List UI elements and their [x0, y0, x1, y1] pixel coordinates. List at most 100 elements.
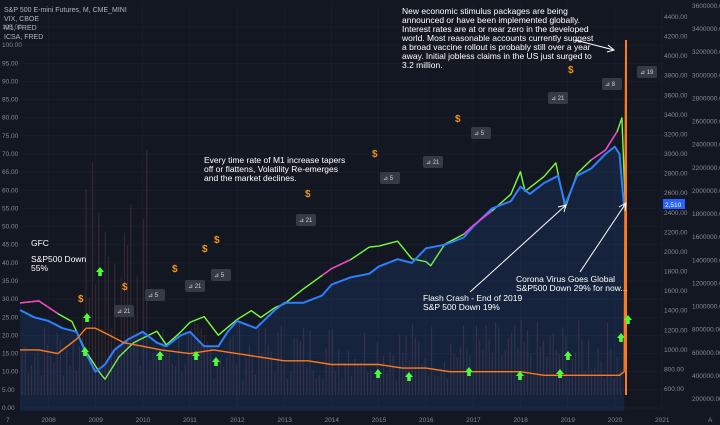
left-tick-label: 5.00 — [2, 387, 15, 394]
right-tick-label: 3400.00 — [664, 112, 688, 119]
left-tick-label: 95.00 — [2, 60, 19, 67]
annotation-corona-line: Corona Virus Goes Global — [516, 274, 615, 284]
up-arrow-marker — [404, 372, 413, 381]
time-axis-panel — [0, 412, 720, 425]
badge-label: ⊿ 21 — [188, 284, 202, 290]
annotation-arrows — [469, 39, 627, 293]
left-price-axis[interactable]: 105.00 100.00 95.00 90.00 85.00 80.00 75.00 70.… — [2, 24, 22, 412]
indicator-badge: ⊿ 5 — [471, 127, 491, 139]
time-tick-label: 2018 — [513, 417, 528, 424]
arrow-corona-head — [618, 202, 627, 212]
icsa-bars — [21, 40, 627, 395]
indicator-badge: ⊿ 5 — [211, 269, 231, 281]
indicator-badge: ⊿ 19 — [637, 66, 657, 78]
legend-spx: S&P 500 E-mini Futures, M, CME_MINI — [4, 7, 127, 14]
left-tick-label: 85.00 — [2, 97, 19, 104]
annotation-stimulus-line: away. Initial jobless claims in the US j… — [402, 51, 592, 61]
spx-highlight — [321, 259, 351, 276]
left-tick-label: 80.00 — [2, 115, 19, 122]
vix-area — [20, 146, 625, 411]
annotation-stimulus-line: 3.2 million. — [402, 60, 443, 70]
up-arrow-marker — [192, 351, 200, 360]
annotation-stimulus-line: a broad vaccine rollout is probably stil… — [402, 42, 591, 52]
time-axis[interactable]: 2008 2009 2010 2011 2012 2013 2014 2015 2016 2017… — [41, 417, 670, 424]
vix-line — [19, 145, 626, 373]
dollar-marker: $ — [78, 294, 84, 305]
far-right-tick-label: 1000000.00 — [692, 304, 720, 311]
far-right-tick-label: 1600000.00 — [692, 234, 720, 241]
time-tick-label: 2020 — [608, 417, 623, 424]
arrow-corona — [579, 202, 627, 273]
badge-label: ⊿ 5 — [148, 293, 159, 299]
left-tick-label: 70.00 — [2, 151, 19, 158]
up-arrow-marker — [564, 351, 572, 360]
right-tick-label: 4400.00 — [664, 14, 688, 21]
badge-label: ⊿ 21 — [299, 218, 313, 224]
legend-m1: M1, FRED — [4, 25, 37, 32]
dollar-marker: $ — [305, 189, 311, 200]
badge-label: ⊿ 21 — [551, 96, 565, 102]
badge-label: ⊿ 5 — [383, 176, 394, 182]
indicator-badge: ⊿ 21 — [114, 305, 134, 317]
arrow-stimulus-head — [606, 44, 616, 53]
left-tick-label: 75.00 — [2, 133, 19, 140]
dollar-marker: $ — [214, 235, 220, 246]
left-tick-label: 0.00 — [2, 405, 15, 412]
time-tick-label: 2010 — [136, 417, 151, 424]
dollar-marker: $ — [122, 282, 128, 293]
spx-highlight — [590, 131, 618, 161]
right-tick-label: 1000.00 — [664, 347, 688, 354]
far-right-tick-label: 1200000.00 — [692, 280, 720, 287]
right-tick-label: 1400.00 — [664, 308, 688, 315]
right-tick-label: 4200.00 — [664, 34, 688, 41]
right-price-axis[interactable]: 4400.00 4200.00 4000.00 3800.00 3600.00 3400.… — [664, 14, 688, 393]
time-tick-label: 2014 — [325, 417, 340, 424]
legend[interactable]: S&P 500 E-mini Futures, M, CME_MINI VIX,… — [4, 7, 127, 41]
left-tick-label: 100.00 — [2, 42, 22, 49]
left-tick-label: 90.00 — [2, 78, 19, 85]
far-right-tick-label: 2200000.00 — [692, 165, 720, 172]
spx-highlight — [463, 210, 493, 235]
series-lines — [19, 45, 627, 411]
annotation-gfc-line: S&P500 Down — [31, 254, 87, 264]
corner-left-label[interactable]: 7 — [6, 417, 10, 424]
right-tick-label: 3200.00 — [664, 131, 688, 138]
up-arrow-marker — [516, 371, 524, 380]
far-right-tick-label: 800000.00 — [692, 327, 720, 334]
left-tick-label: 105.00 — [2, 24, 22, 31]
far-right-tick-label: 3200000.00 — [692, 49, 720, 56]
markers: $ $ $ $ $ $ $ $ $ ⊿ 21 ⊿ 5 ⊿ 21 ⊿ 5 ⊿ 21 ⊿ 5 ⊿ 21 ⊿ 5 ⊿ 2… — [78, 65, 657, 381]
up-arrow-marker — [617, 333, 625, 342]
price-tag-label: 2,510 — [665, 202, 682, 209]
left-tick-label: 65.00 — [2, 169, 19, 176]
time-tick-label: 2008 — [41, 417, 56, 424]
grid-lines — [20, 5, 663, 411]
far-right-tick-label: 2000000.00 — [692, 188, 720, 195]
dollar-marker: $ — [455, 114, 461, 125]
annotation-gfc: GFC S&P500 Down 55% — [31, 238, 87, 273]
annotation-stimulus-line: announced or have been implemented globa… — [402, 15, 580, 25]
badge-label: ⊿ 19 — [640, 70, 654, 76]
annotation-corona-line: S&P500 Down 29% for now... — [516, 283, 628, 293]
right-tick-label: 800.00 — [664, 366, 684, 373]
up-arrow-marker — [81, 347, 89, 356]
far-right-tick-label: 1400000.00 — [692, 257, 720, 264]
time-tick-label: 2019 — [561, 417, 576, 424]
badge-label: ⊿ 21 — [426, 160, 440, 166]
indicator-badge: ⊿ 21 — [185, 280, 205, 292]
dollar-marker: $ — [568, 65, 574, 76]
indicator-badge: ⊿ 5 — [145, 289, 165, 301]
annotation-m1-line: Every time rate of M1 increase tapers — [204, 155, 345, 165]
far-right-tick-label: 400000.00 — [692, 373, 720, 380]
up-arrow-marker — [373, 369, 382, 378]
badge-label: ⊿ 8 — [605, 82, 616, 88]
time-tick-label: 2016 — [419, 417, 434, 424]
right-tick-label: 2600.00 — [664, 190, 688, 197]
up-arrow-marker — [624, 315, 632, 324]
far-right-price-axis[interactable]: 3600000.00 3400000.00 3200000.00 3000000.00… — [692, 3, 720, 403]
arrow-stimulus — [574, 39, 615, 51]
time-tick-label: 2013 — [277, 417, 292, 424]
badge-label: ⊿ 21 — [117, 309, 131, 315]
far-right-tick-label: 1800000.00 — [692, 211, 720, 218]
corner-right-label[interactable]: A — [708, 417, 713, 424]
